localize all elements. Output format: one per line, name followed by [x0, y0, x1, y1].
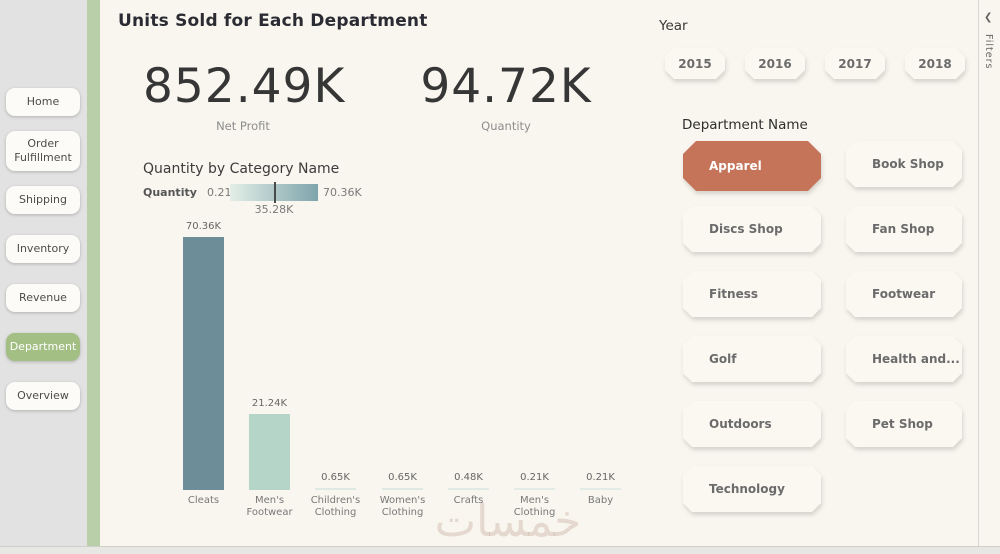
x-axis-label: Baby [587, 495, 614, 506]
footer-bar [0, 546, 1000, 554]
bar-baby[interactable] [580, 488, 621, 490]
department-button-label: Book Shop [846, 141, 962, 187]
filters-pane-label: Filters [983, 34, 994, 70]
kpi-net-profit-label: Net Profit [216, 119, 270, 133]
sidebar-item-inventory[interactable]: Inventory [6, 235, 80, 263]
legend-midpoint-marker [274, 182, 276, 203]
kpi-quantity-label: Quantity [481, 119, 531, 133]
sidebar-item-home[interactable]: Home [6, 88, 80, 116]
x-axis-label: Crafts [453, 495, 484, 506]
accent-stripe [87, 0, 100, 554]
sidebar-item-department[interactable]: Department [6, 333, 80, 361]
bar-value-label: 0.21K [520, 472, 549, 483]
year-button-2016[interactable]: 2016 [745, 48, 805, 79]
bar-men-s-footwear[interactable] [249, 414, 290, 490]
bar-value-label: 70.36K [185, 221, 222, 232]
department-button-pet-shop[interactable]: Pet Shop [846, 401, 962, 447]
department-button-book-shop[interactable]: Book Shop [846, 141, 962, 187]
department-button-label: Technology [683, 466, 821, 512]
year-button-label: 2015 [665, 48, 725, 79]
bar-women-s-clothing[interactable] [382, 488, 423, 490]
department-button-golf[interactable]: Golf [683, 336, 821, 382]
filters-pane-divider [978, 0, 979, 547]
department-button-discs-shop[interactable]: Discs Shop [683, 206, 821, 252]
sidebar-item-shipping[interactable]: Shipping [6, 186, 80, 214]
legend-mid: 35.28K [254, 203, 294, 216]
department-button-label: Fan Shop [846, 206, 962, 252]
department-button-apparel[interactable]: Apparel [683, 141, 821, 191]
bar-crafts[interactable] [448, 488, 489, 490]
year-filter-title: Year [659, 18, 688, 34]
chart-title: Quantity by Category Name [143, 161, 340, 177]
x-axis-label: Women's Clothing [379, 495, 426, 518]
sidebar-item-order-fulfillment[interactable]: Order Fulfillment [6, 131, 80, 171]
legend-max: 70.36K [323, 186, 362, 199]
sidebar-item-overview[interactable]: Overview [6, 382, 80, 410]
bar-children-s-clothing[interactable] [315, 488, 356, 490]
legend-title: Quantity [143, 186, 197, 199]
bar-value-label: 21.24K [251, 398, 288, 409]
department-button-label: Footwear [846, 271, 962, 317]
kpi-quantity: 94.72K Quantity [406, 63, 606, 133]
kpi-net-profit-value: 852.49K [143, 59, 346, 114]
year-button-2017[interactable]: 2017 [825, 48, 885, 79]
department-button-label: Apparel [683, 141, 821, 191]
department-button-footwear[interactable]: Footwear [846, 271, 962, 317]
department-button-fan-shop[interactable]: Fan Shop [846, 206, 962, 252]
legend-gradient-bar [230, 182, 318, 203]
department-button-label: Pet Shop [846, 401, 962, 447]
bar-men-s-clothing[interactable] [514, 488, 555, 490]
bar-cleats[interactable] [183, 237, 224, 490]
department-button-technology[interactable]: Technology [683, 466, 821, 512]
bar-value-label: 0.65K [321, 472, 350, 483]
department-button-label: Health and... [846, 336, 962, 382]
department-button-health-and[interactable]: Health and... [846, 336, 962, 382]
chevron-left-icon[interactable]: ❮ [984, 12, 993, 23]
department-button-label: Fitness [683, 271, 821, 317]
x-axis-label: Men's Clothing [513, 495, 556, 518]
department-button-label: Discs Shop [683, 206, 821, 252]
nav-sidebar [0, 0, 87, 554]
year-button-label: 2018 [905, 48, 965, 79]
year-button-2015[interactable]: 2015 [665, 48, 725, 79]
bar-value-label: 0.21K [586, 472, 615, 483]
x-axis-label: Men's Footwear [246, 495, 293, 518]
bar-value-label: 0.65K [388, 472, 417, 483]
kpi-quantity-value: 94.72K [420, 59, 592, 114]
sidebar-item-revenue[interactable]: Revenue [6, 284, 80, 312]
bar-value-label: 0.48K [454, 472, 483, 483]
department-button-fitness[interactable]: Fitness [683, 271, 821, 317]
kpi-net-profit: 852.49K Net Profit [143, 59, 346, 133]
x-axis-label: Cleats [187, 495, 220, 506]
year-button-label: 2016 [745, 48, 805, 79]
department-filter-title: Department Name [682, 117, 808, 133]
year-button-label: 2017 [825, 48, 885, 79]
filters-pane-toggle[interactable]: ❮ Filters [979, 0, 1000, 547]
x-axis-label: Children's Clothing [310, 495, 361, 518]
page-title: Units Sold for Each Department [118, 11, 428, 31]
department-button-label: Outdoors [683, 401, 821, 447]
department-button-label: Golf [683, 336, 821, 382]
year-button-2018[interactable]: 2018 [905, 48, 965, 79]
department-button-outdoors[interactable]: Outdoors [683, 401, 821, 447]
